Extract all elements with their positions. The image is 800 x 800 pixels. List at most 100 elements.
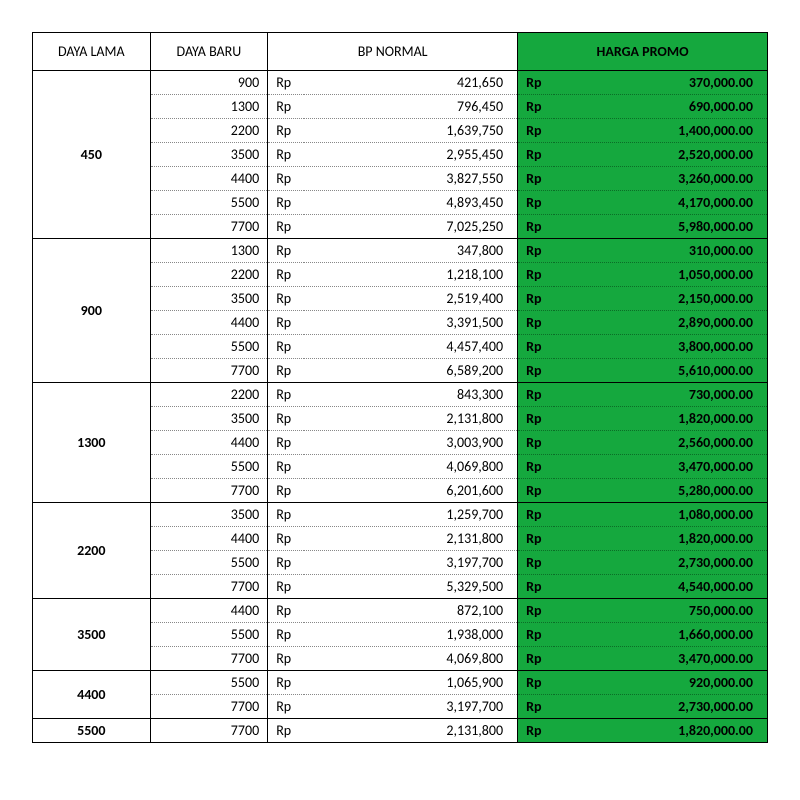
cell-bp-normal: 3,003,900: [304, 431, 517, 455]
cell-bp-normal: 6,589,200: [304, 359, 517, 383]
cell-daya-baru: 7700: [150, 719, 268, 743]
cell-daya-baru: 3500: [150, 287, 268, 311]
cell-harga-promo: 1,400,000.00: [554, 119, 767, 143]
cell-bp-normal: 3,197,700: [304, 695, 517, 719]
cell-daya-lama: 2200: [33, 503, 151, 599]
cell-promo-currency: Rp: [518, 143, 555, 167]
cell-bp-normal: 1,065,900: [304, 671, 517, 695]
cell-daya-baru: 1300: [150, 95, 268, 119]
cell-bp-normal: 6,201,600: [304, 479, 517, 503]
table-row: 450900Rp421,650Rp370,000.00: [33, 71, 768, 95]
col-header-bp-normal: BP NORMAL: [268, 33, 518, 71]
cell-daya-baru: 5500: [150, 455, 268, 479]
cell-harga-promo: 4,170,000.00: [554, 191, 767, 215]
cell-bp-normal: 2,955,450: [304, 143, 517, 167]
cell-promo-currency: Rp: [518, 479, 555, 503]
cell-harga-promo: 3,800,000.00: [554, 335, 767, 359]
table-header-row: DAYA LAMA DAYA BARU BP NORMAL HARGA PROM…: [33, 33, 768, 71]
cell-bp-normal: 7,025,250: [304, 215, 517, 239]
cell-bp-normal: 1,639,750: [304, 119, 517, 143]
cell-promo-currency: Rp: [518, 239, 555, 263]
cell-bp-currency: Rp: [268, 503, 305, 527]
cell-harga-promo: 1,080,000.00: [554, 503, 767, 527]
cell-daya-lama: 4400: [33, 671, 151, 719]
cell-bp-normal: 2,131,800: [304, 527, 517, 551]
cell-daya-baru: 5500: [150, 551, 268, 575]
cell-harga-promo: 2,890,000.00: [554, 311, 767, 335]
table-row: 9001300Rp347,800Rp310,000.00: [33, 239, 768, 263]
cell-harga-promo: 5,610,000.00: [554, 359, 767, 383]
cell-promo-currency: Rp: [518, 119, 555, 143]
cell-harga-promo: 1,820,000.00: [554, 407, 767, 431]
cell-daya-lama: 5500: [33, 719, 151, 743]
cell-daya-lama: 1300: [33, 383, 151, 503]
cell-bp-normal: 2,131,800: [304, 719, 517, 743]
cell-bp-currency: Rp: [268, 335, 305, 359]
cell-daya-baru: 2200: [150, 263, 268, 287]
cell-harga-promo: 1,820,000.00: [554, 719, 767, 743]
pricing-table: DAYA LAMA DAYA BARU BP NORMAL HARGA PROM…: [32, 32, 768, 743]
cell-daya-baru: 4400: [150, 311, 268, 335]
cell-daya-baru: 5500: [150, 671, 268, 695]
cell-bp-currency: Rp: [268, 599, 305, 623]
cell-bp-currency: Rp: [268, 239, 305, 263]
cell-bp-normal: 421,650: [304, 71, 517, 95]
cell-harga-promo: 3,470,000.00: [554, 455, 767, 479]
cell-promo-currency: Rp: [518, 191, 555, 215]
cell-bp-normal: 2,131,800: [304, 407, 517, 431]
cell-daya-baru: 2200: [150, 383, 268, 407]
cell-promo-currency: Rp: [518, 407, 555, 431]
cell-daya-baru: 5500: [150, 191, 268, 215]
cell-promo-currency: Rp: [518, 599, 555, 623]
cell-promo-currency: Rp: [518, 575, 555, 599]
cell-harga-promo: 3,470,000.00: [554, 647, 767, 671]
cell-bp-currency: Rp: [268, 287, 305, 311]
cell-daya-baru: 7700: [150, 575, 268, 599]
cell-daya-baru: 7700: [150, 695, 268, 719]
cell-daya-baru: 900: [150, 71, 268, 95]
cell-promo-currency: Rp: [518, 167, 555, 191]
cell-harga-promo: 1,660,000.00: [554, 623, 767, 647]
cell-daya-baru: 3500: [150, 407, 268, 431]
cell-bp-currency: Rp: [268, 431, 305, 455]
cell-bp-currency: Rp: [268, 191, 305, 215]
table-row: 22003500Rp1,259,700Rp1,080,000.00: [33, 503, 768, 527]
cell-harga-promo: 1,820,000.00: [554, 527, 767, 551]
col-header-daya-baru: DAYA BARU: [150, 33, 268, 71]
cell-promo-currency: Rp: [518, 551, 555, 575]
cell-harga-promo: 2,520,000.00: [554, 143, 767, 167]
cell-promo-currency: Rp: [518, 287, 555, 311]
cell-bp-currency: Rp: [268, 455, 305, 479]
cell-promo-currency: Rp: [518, 215, 555, 239]
cell-daya-baru: 4400: [150, 167, 268, 191]
cell-bp-currency: Rp: [268, 647, 305, 671]
cell-harga-promo: 2,560,000.00: [554, 431, 767, 455]
cell-bp-currency: Rp: [268, 479, 305, 503]
cell-bp-normal: 3,827,550: [304, 167, 517, 191]
cell-daya-baru: 7700: [150, 215, 268, 239]
cell-promo-currency: Rp: [518, 263, 555, 287]
cell-daya-baru: 7700: [150, 647, 268, 671]
cell-daya-baru: 1300: [150, 239, 268, 263]
cell-bp-normal: 1,259,700: [304, 503, 517, 527]
cell-bp-normal: 3,197,700: [304, 551, 517, 575]
cell-daya-lama: 450: [33, 71, 151, 239]
cell-promo-currency: Rp: [518, 671, 555, 695]
cell-bp-currency: Rp: [268, 551, 305, 575]
cell-bp-normal: 4,893,450: [304, 191, 517, 215]
cell-daya-baru: 4400: [150, 431, 268, 455]
cell-bp-normal: 1,938,000: [304, 623, 517, 647]
cell-bp-normal: 796,450: [304, 95, 517, 119]
cell-bp-currency: Rp: [268, 671, 305, 695]
cell-daya-baru: 3500: [150, 503, 268, 527]
cell-bp-currency: Rp: [268, 623, 305, 647]
cell-bp-currency: Rp: [268, 167, 305, 191]
cell-daya-baru: 2200: [150, 119, 268, 143]
cell-bp-currency: Rp: [268, 311, 305, 335]
cell-harga-promo: 3,260,000.00: [554, 167, 767, 191]
cell-harga-promo: 690,000.00: [554, 95, 767, 119]
cell-daya-baru: 5500: [150, 335, 268, 359]
cell-promo-currency: Rp: [518, 455, 555, 479]
cell-promo-currency: Rp: [518, 359, 555, 383]
cell-harga-promo: 370,000.00: [554, 71, 767, 95]
